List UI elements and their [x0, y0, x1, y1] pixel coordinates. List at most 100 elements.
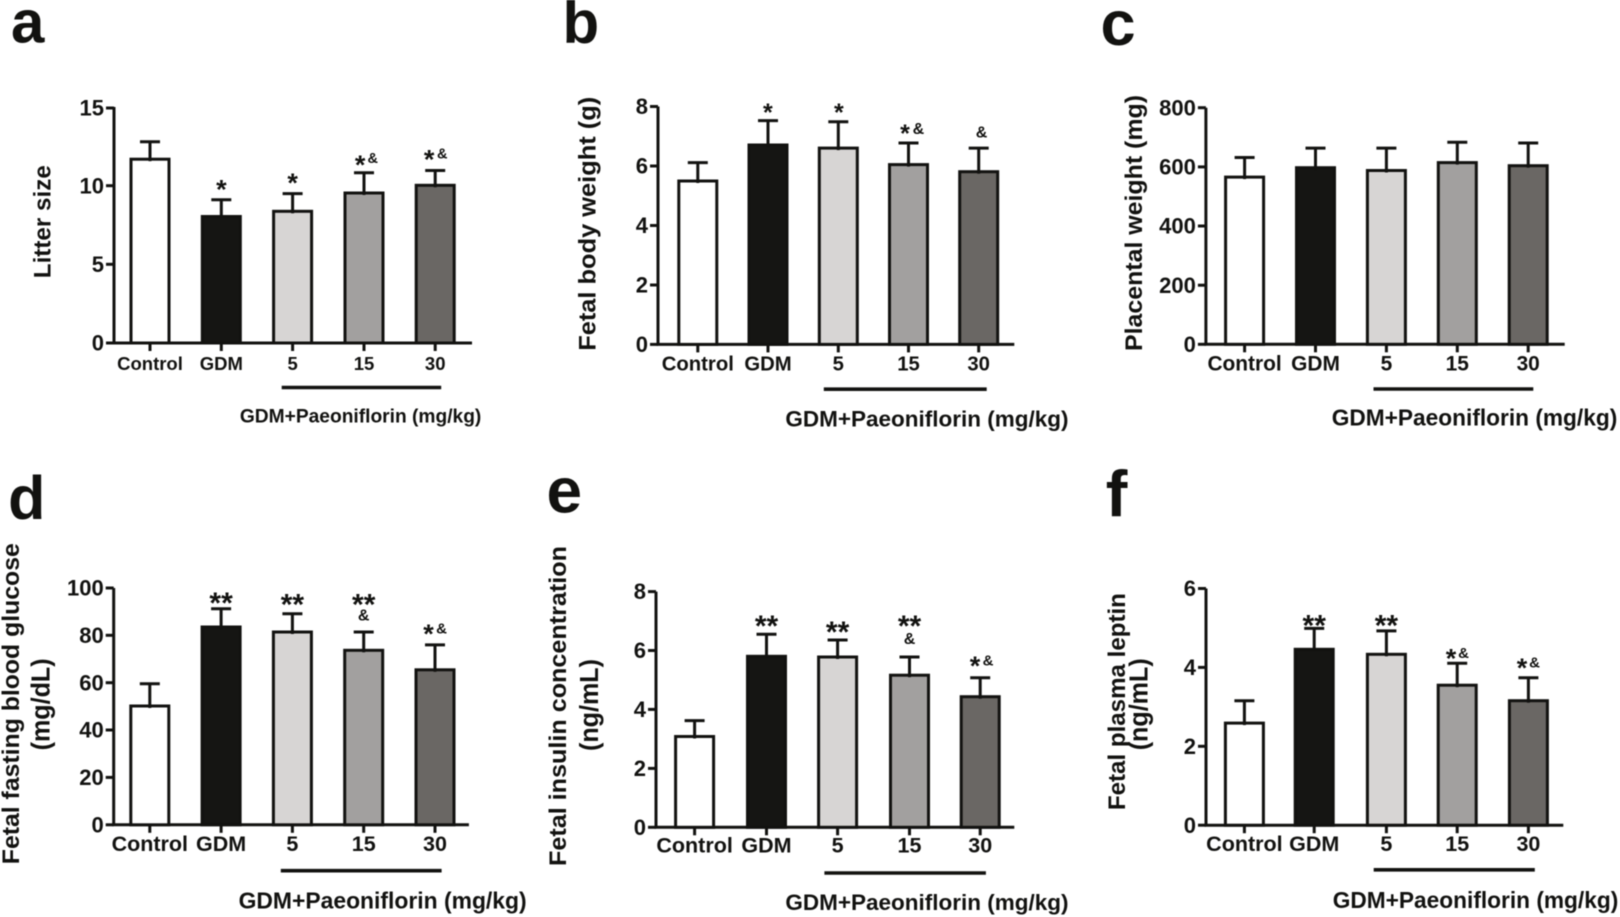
svg-text:GDM+Paeoniflorin (mg/kg): GDM+Paeoniflorin (mg/kg): [785, 406, 1068, 431]
svg-text:0: 0: [1184, 813, 1196, 838]
svg-text:*: *: [1446, 643, 1457, 673]
svg-text:&: &: [913, 121, 925, 138]
svg-text:Control: Control: [662, 353, 734, 375]
svg-text:30: 30: [967, 353, 990, 375]
svg-text:(ng/mL): (ng/mL): [1126, 658, 1154, 750]
svg-text:400: 400: [1159, 214, 1196, 239]
svg-text:10: 10: [80, 173, 104, 198]
svg-text:*: *: [423, 619, 434, 649]
svg-text:5: 5: [1381, 352, 1393, 375]
svg-text:Control: Control: [656, 834, 732, 858]
svg-text:60: 60: [79, 670, 103, 695]
svg-text:Fetal insulin concentration: Fetal insulin concentration: [545, 546, 572, 866]
svg-text:20: 20: [79, 765, 103, 790]
svg-text:&: &: [983, 653, 994, 670]
svg-text:*: *: [834, 99, 844, 127]
svg-text:&: &: [436, 621, 447, 638]
svg-text:**: **: [1375, 610, 1399, 643]
svg-text:GDM: GDM: [744, 353, 791, 375]
svg-text:100: 100: [67, 576, 104, 601]
svg-text:800: 800: [1159, 95, 1196, 120]
svg-text:&: &: [1529, 655, 1540, 672]
svg-text:Control: Control: [1207, 352, 1281, 375]
svg-text:c: c: [1101, 0, 1136, 59]
svg-text:b: b: [563, 0, 600, 56]
svg-text:Control: Control: [117, 353, 183, 374]
svg-text:2: 2: [636, 273, 648, 298]
svg-text:&: &: [437, 147, 448, 163]
svg-text:f: f: [1106, 457, 1128, 530]
svg-text:*: *: [216, 175, 227, 205]
svg-text:40: 40: [79, 718, 103, 743]
svg-text:*: *: [355, 150, 366, 180]
svg-text:Fetal body weight (g): Fetal body weight (g): [575, 97, 602, 351]
svg-text:5: 5: [832, 834, 844, 858]
svg-text:0: 0: [634, 815, 646, 840]
svg-text:0: 0: [636, 332, 648, 357]
svg-text:*: *: [970, 651, 981, 681]
svg-text:6: 6: [634, 638, 646, 663]
svg-text:4: 4: [636, 213, 649, 238]
svg-text:GDM: GDM: [1289, 832, 1339, 856]
svg-text:a: a: [11, 0, 45, 56]
svg-text:GDM: GDM: [741, 834, 791, 858]
svg-text:15: 15: [897, 353, 920, 375]
svg-text:4: 4: [1184, 655, 1197, 680]
svg-text:30: 30: [968, 834, 992, 858]
svg-text:*: *: [900, 120, 910, 148]
svg-text:**: **: [826, 616, 850, 649]
svg-text:Fetal plasma leptin: Fetal plasma leptin: [1104, 593, 1131, 810]
svg-text:**: **: [898, 610, 922, 643]
svg-text:0: 0: [91, 812, 103, 837]
svg-text:15: 15: [354, 353, 375, 374]
svg-text:Control: Control: [112, 832, 188, 856]
svg-text:30: 30: [425, 353, 446, 374]
svg-text:&: &: [368, 151, 379, 167]
svg-text:&: &: [976, 125, 988, 142]
svg-text:15: 15: [80, 96, 104, 121]
svg-text:5: 5: [92, 252, 104, 277]
svg-text:600: 600: [1159, 155, 1196, 180]
svg-text:0: 0: [92, 331, 104, 356]
svg-text:15: 15: [898, 834, 922, 858]
svg-text:30: 30: [423, 832, 447, 856]
svg-text:GDM+Paeoniflorin (mg/kg): GDM+Paeoniflorin (mg/kg): [785, 890, 1068, 915]
svg-text:8: 8: [634, 579, 646, 604]
svg-text:GDM+Paeoniflorin (mg/kg): GDM+Paeoniflorin (mg/kg): [1333, 887, 1619, 913]
svg-text:15: 15: [1445, 832, 1469, 856]
svg-text:GDM: GDM: [200, 353, 243, 374]
svg-text:Fetal fasting blood glucose: Fetal fasting blood glucose: [0, 543, 25, 864]
svg-text:**: **: [755, 610, 779, 643]
svg-text:8: 8: [636, 94, 648, 119]
svg-text:**: **: [352, 589, 376, 622]
svg-text:4: 4: [634, 697, 647, 722]
svg-text:5: 5: [287, 353, 297, 374]
svg-text:GDM+Paeoniflorin (mg/kg): GDM+Paeoniflorin (mg/kg): [240, 407, 481, 428]
svg-text:2: 2: [1184, 734, 1196, 759]
svg-text:&: &: [358, 608, 370, 625]
svg-text:**: **: [209, 587, 233, 620]
svg-text:GDM+Paeoniflorin (mg/kg): GDM+Paeoniflorin (mg/kg): [239, 887, 527, 913]
svg-text:GDM: GDM: [196, 832, 246, 856]
svg-text:5: 5: [1380, 832, 1392, 856]
svg-text:6: 6: [1184, 576, 1196, 601]
svg-text:&: &: [904, 631, 916, 648]
svg-text:*: *: [424, 145, 435, 175]
svg-text:30: 30: [1517, 352, 1540, 375]
svg-text:*: *: [763, 99, 773, 127]
svg-text:Litter size: Litter size: [30, 165, 57, 278]
svg-text:30: 30: [1516, 832, 1540, 856]
svg-text:**: **: [281, 589, 305, 622]
svg-text:**: **: [1303, 610, 1327, 643]
svg-text:2: 2: [634, 756, 646, 781]
svg-text:GDM+Paeoniflorin (mg/kg): GDM+Paeoniflorin (mg/kg): [1332, 405, 1618, 431]
svg-text:Control: Control: [1206, 832, 1282, 856]
svg-text:*: *: [287, 168, 298, 198]
svg-text:(ng/mL): (ng/mL): [576, 659, 604, 751]
svg-text:80: 80: [79, 623, 103, 648]
svg-text:5: 5: [833, 353, 844, 375]
svg-text:0: 0: [1184, 332, 1196, 357]
svg-text:e: e: [547, 454, 583, 526]
svg-text:200: 200: [1159, 273, 1196, 298]
svg-text:GDM: GDM: [1291, 352, 1340, 375]
